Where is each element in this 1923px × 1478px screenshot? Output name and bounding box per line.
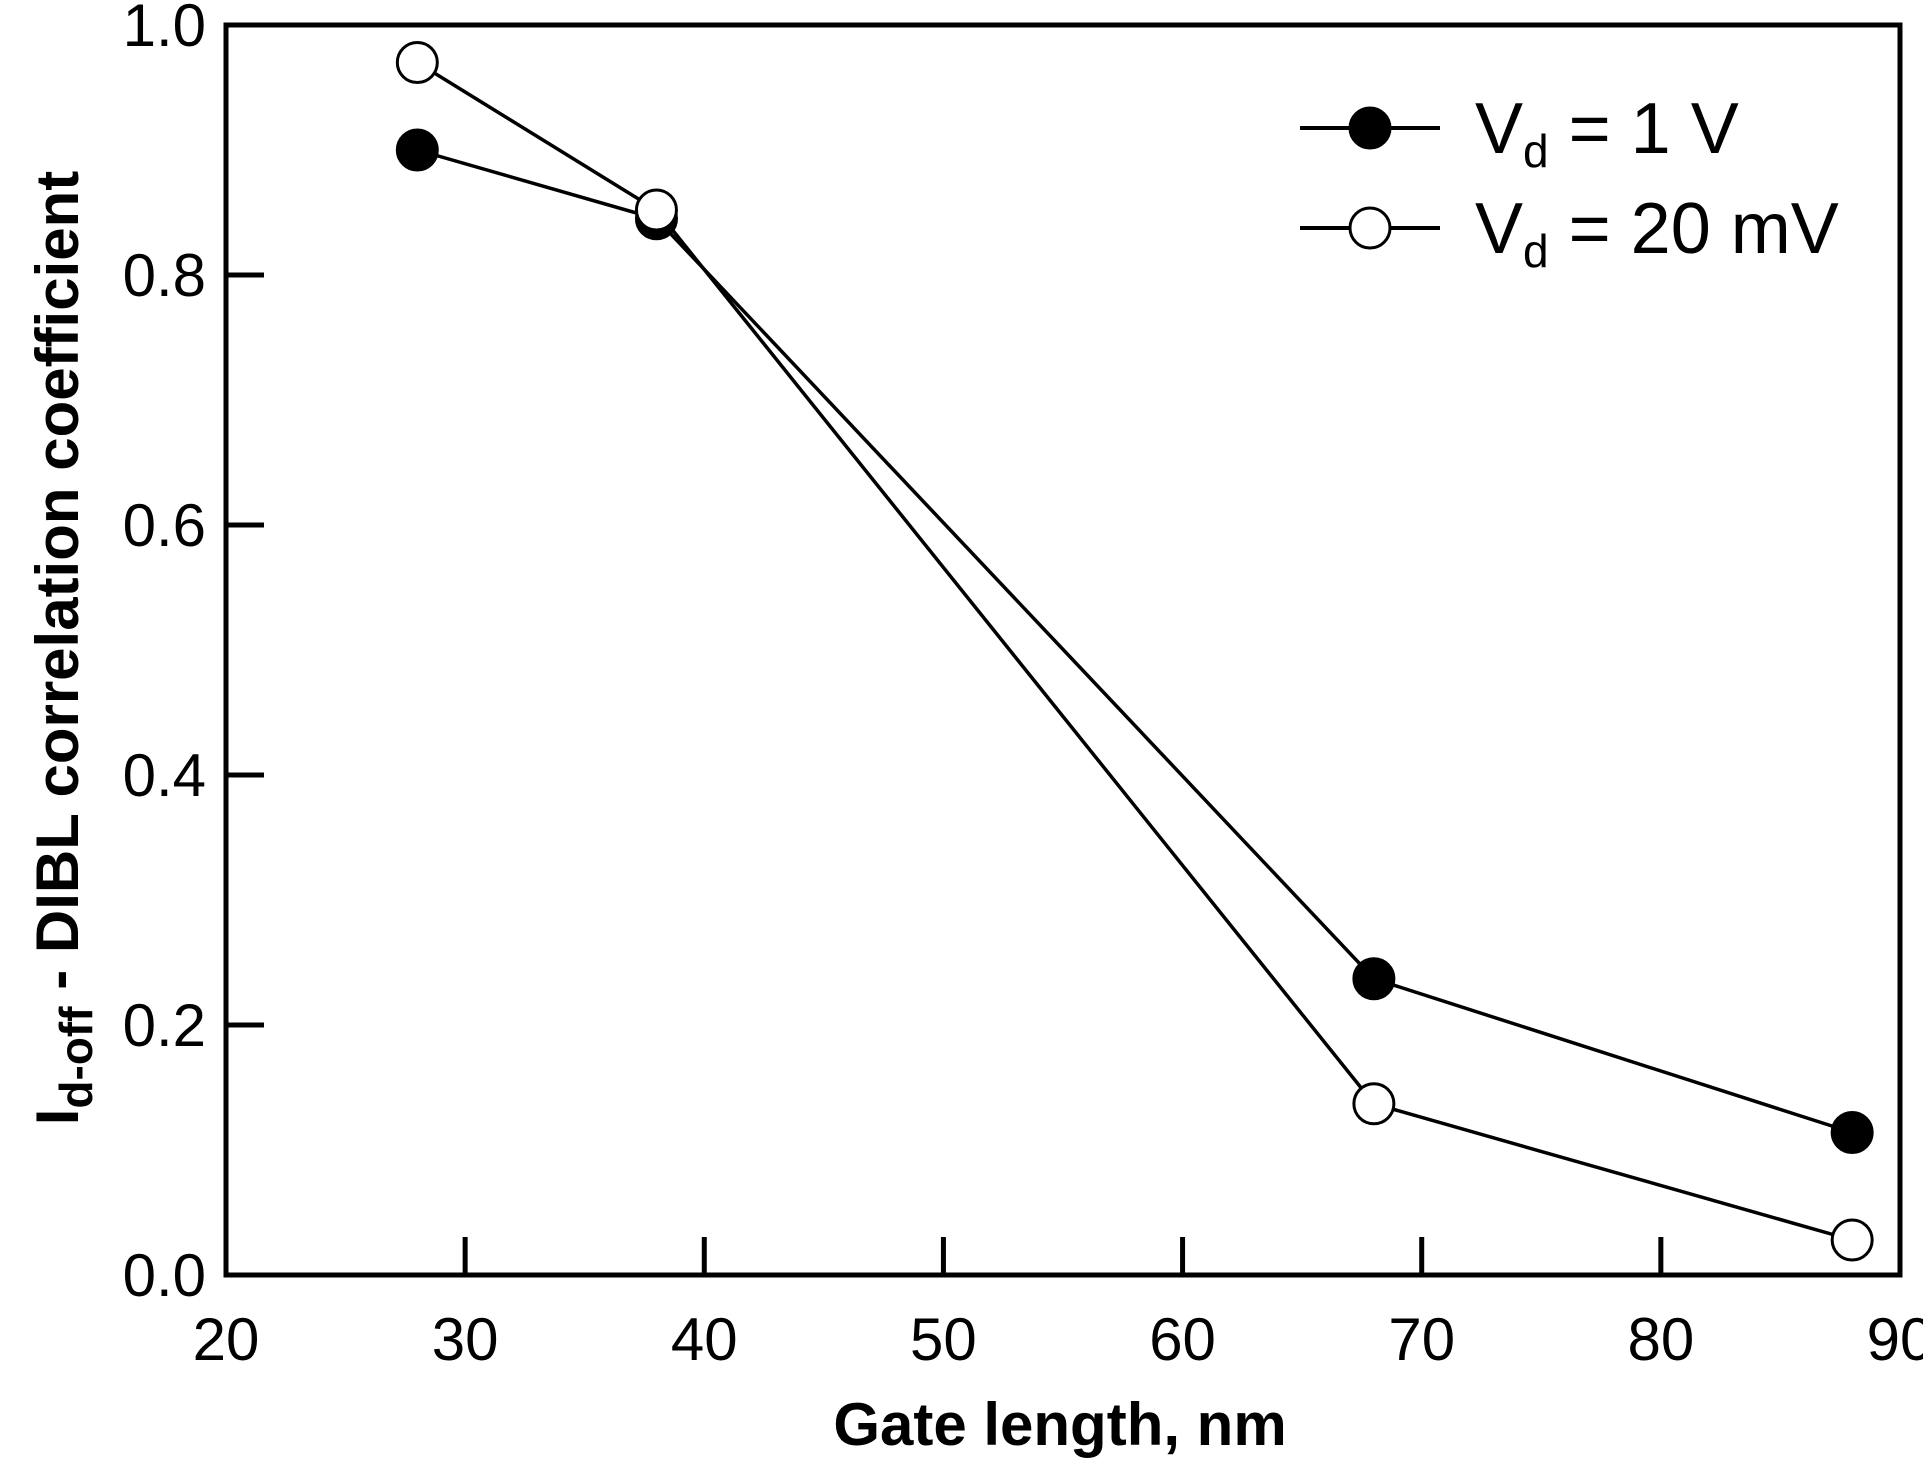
data-point-vd-20mv xyxy=(634,188,678,232)
series-points xyxy=(395,41,1874,1262)
series-line-vd-20mv xyxy=(416,61,1853,1242)
y-axis-title: Id-off - DIBL correlation coefficient xyxy=(24,171,102,1126)
x-tick-label: 50 xyxy=(910,1306,977,1373)
legend: Vd = 1 V Vd = 20 mV xyxy=(1300,89,1839,277)
y-tick-label: 0.0 xyxy=(123,1242,206,1309)
legend-marker-vd-1v xyxy=(1348,106,1392,150)
data-point-vd-1v xyxy=(1830,1111,1874,1154)
x-tick-label: 60 xyxy=(1149,1306,1216,1373)
plot-frame xyxy=(223,22,1903,1278)
legend-entry-vd-20mv: Vd = 20 mV xyxy=(1300,189,1839,277)
y-tick-label: 0.4 xyxy=(123,742,206,809)
series-line-vd-1v xyxy=(416,148,1853,1135)
legend-entry-vd-1v: Vd = 1 V xyxy=(1300,89,1739,177)
x-tick-label: 30 xyxy=(432,1306,499,1373)
legend-label-vd-1v: Vd = 1 V xyxy=(1475,89,1739,177)
y-axis-title-rest: - DIBL correlation coefficient xyxy=(24,171,91,1007)
y-axis-title-sub: d-off xyxy=(50,1006,102,1109)
x-axis-ticks: 20 30 40 50 60 70 80 90 xyxy=(193,1237,1923,1373)
y-tick-label: 1.0 xyxy=(123,0,206,59)
y-axis-title-main: I xyxy=(24,1109,91,1126)
x-tick-label: 40 xyxy=(671,1306,738,1373)
legend-marker-vd-20mv xyxy=(1348,206,1392,250)
x-axis-title: Gate length, nm xyxy=(833,1391,1286,1458)
y-tick-label: 0.8 xyxy=(123,242,206,309)
series-lines xyxy=(416,61,1853,1242)
data-point-vd-20mv xyxy=(395,41,439,84)
y-tick-label: 0.2 xyxy=(123,992,206,1059)
x-tick-label: 20 xyxy=(193,1306,260,1373)
legend-label-vd-20mv: Vd = 20 mV xyxy=(1475,189,1839,277)
data-point-vd-1v xyxy=(395,128,439,172)
data-point-vd-20mv xyxy=(1352,1082,1396,1126)
data-point-vd-1v xyxy=(1352,957,1396,1001)
x-tick-label: 80 xyxy=(1627,1306,1694,1373)
x-tick-label: 70 xyxy=(1388,1306,1455,1373)
data-point-vd-20mv xyxy=(1830,1218,1874,1262)
x-tick-label: 90 xyxy=(1867,1306,1923,1373)
y-tick-label: 0.6 xyxy=(123,492,206,559)
y-axis-ticks: 0.0 0.2 0.4 0.6 0.8 1.0 xyxy=(123,0,264,1309)
